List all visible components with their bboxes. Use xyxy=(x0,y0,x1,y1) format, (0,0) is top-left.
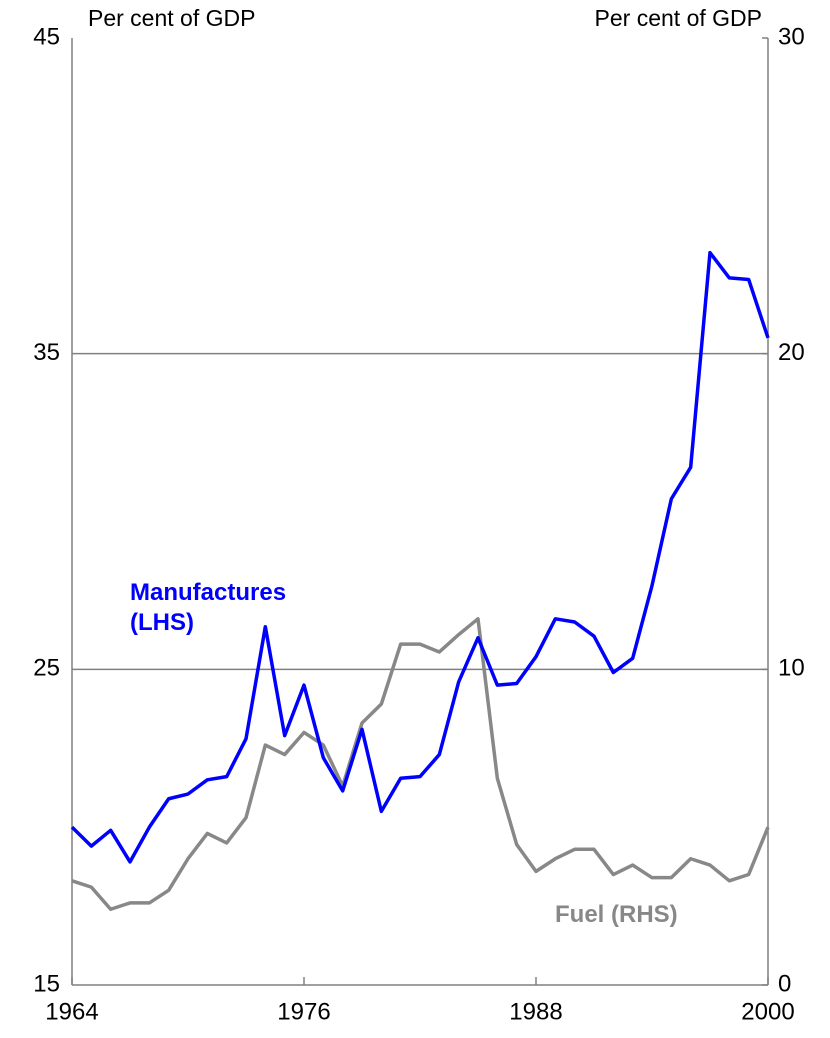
x-tick-label: 1964 xyxy=(45,998,98,1025)
y-tick-label: 25 xyxy=(33,655,60,682)
y2-axis-label: Per cent of GDP xyxy=(595,5,762,31)
series-line xyxy=(71,617,770,911)
y2-tick-label: 0 xyxy=(778,970,791,997)
y-axis-label: Per cent of GDP xyxy=(88,5,255,31)
series-label: Fuel (RHS) xyxy=(555,901,678,928)
x-tick-label: 2000 xyxy=(741,998,794,1025)
y2-tick-label: 30 xyxy=(778,23,805,50)
series-label: Manufactures (LHS) xyxy=(130,579,287,636)
y-tick-label: 35 xyxy=(33,339,60,366)
series-line xyxy=(70,250,770,864)
x-tick-label: 1976 xyxy=(277,998,330,1025)
x-tick-label: 1988 xyxy=(509,998,562,1025)
y-tick-label: 45 xyxy=(33,23,60,50)
y2-tick-label: 10 xyxy=(778,655,805,682)
y-tick-label: 15 xyxy=(33,970,60,997)
y2-tick-label: 20 xyxy=(778,339,805,366)
